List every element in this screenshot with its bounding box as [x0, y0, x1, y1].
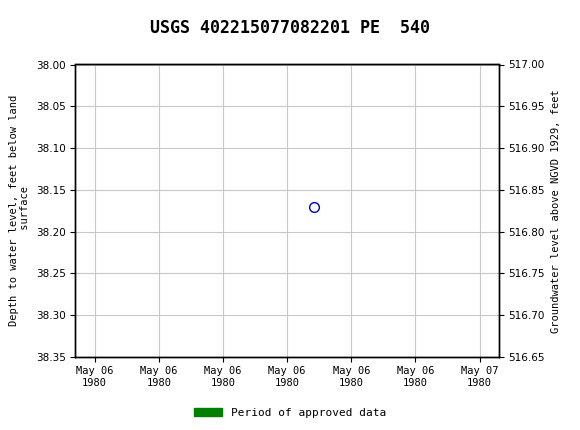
Text: USGS 402215077082201 PE  540: USGS 402215077082201 PE 540: [150, 19, 430, 37]
Legend: Period of approved data: Period of approved data: [190, 403, 390, 422]
Text: USGS: USGS: [44, 10, 99, 28]
Y-axis label: Depth to water level, feet below land
 surface: Depth to water level, feet below land su…: [9, 95, 30, 326]
Y-axis label: Groundwater level above NGVD 1929, feet: Groundwater level above NGVD 1929, feet: [550, 89, 561, 332]
